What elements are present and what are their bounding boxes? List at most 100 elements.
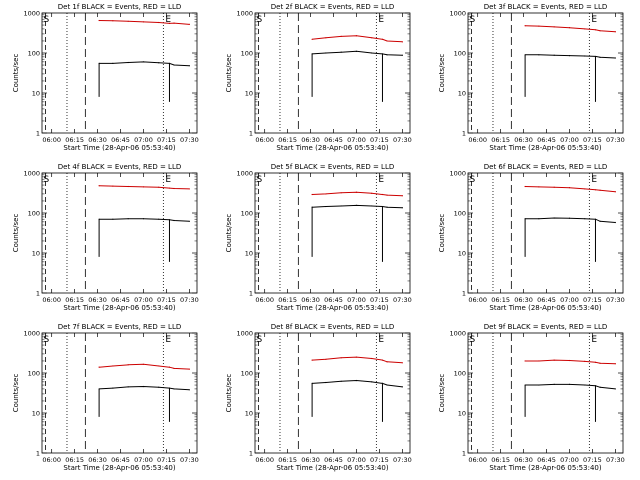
series-point-lld xyxy=(371,37,373,39)
series-point-lld xyxy=(168,22,171,24)
y-tick-label: 1 xyxy=(462,450,466,458)
marker-s-label: S xyxy=(44,15,50,25)
x-tick-label: 07:15 xyxy=(370,136,389,144)
x-tick-label: 06:15 xyxy=(278,296,297,304)
series-point-events xyxy=(386,54,388,56)
series-point-lld xyxy=(158,186,160,188)
x-axis-label: Start Time (28-Apr-06 05:53:40) xyxy=(63,304,175,312)
series-point-events xyxy=(325,52,327,54)
panel-title: Det 2f BLACK = Events, RED = LLD xyxy=(271,3,394,11)
series-point-lld xyxy=(173,367,175,370)
marker-e-label: E xyxy=(378,335,384,345)
series-line-lld xyxy=(99,363,190,370)
x-axis-label: Start Time (28-Apr-06 05:53:40) xyxy=(489,144,601,152)
y-tick-label: 10 xyxy=(32,90,40,98)
series-line-lld xyxy=(525,186,616,193)
series-line-lld xyxy=(312,191,403,197)
x-axis-label: Start Time (28-Apr-06 05:53:40) xyxy=(489,464,601,472)
x-tick-label: 06:15 xyxy=(65,136,84,144)
series-point-events xyxy=(325,381,327,384)
series-point-lld xyxy=(168,187,171,189)
plot-frame xyxy=(254,172,411,294)
series-point-lld xyxy=(188,23,190,25)
x-tick-label: 06:00 xyxy=(42,456,61,464)
series-point-events xyxy=(188,220,190,222)
x-tick-label: 07:15 xyxy=(583,456,602,464)
y-tick-label: 10 xyxy=(32,250,40,258)
marker-e-label: E xyxy=(165,175,171,185)
series-point-lld xyxy=(538,360,540,362)
series-point-events xyxy=(599,56,601,58)
series-point-events xyxy=(173,64,175,66)
x-tick-label: 06:30 xyxy=(88,296,107,304)
series-point-lld xyxy=(553,26,555,28)
y-tick-label: 100 xyxy=(28,210,40,218)
series-point-events xyxy=(599,220,601,222)
x-tick-label: 07:15 xyxy=(583,296,602,304)
panel-title: Det 3f BLACK = Events, RED = LLD xyxy=(484,3,607,11)
x-tick-label: 07:00 xyxy=(560,456,579,464)
series-point-lld xyxy=(381,359,384,361)
x-tick-label: 06:45 xyxy=(537,456,556,464)
series-point-lld xyxy=(594,361,597,363)
x-tick-label: 06:30 xyxy=(514,296,533,304)
y-tick-label: 1000 xyxy=(23,330,40,338)
series-point-lld xyxy=(584,188,586,190)
x-tick-label: 06:30 xyxy=(514,136,533,144)
x-tick-label: 06:45 xyxy=(111,296,130,304)
series-point-lld xyxy=(112,365,114,367)
y-tick-label: 10 xyxy=(245,410,253,418)
x-tick-label: 06:00 xyxy=(42,136,61,144)
series-point-lld xyxy=(127,364,129,366)
x-tick-label: 06:00 xyxy=(255,456,274,464)
series-point-lld xyxy=(98,366,100,368)
x-tick-label: 06:15 xyxy=(491,136,510,144)
y-tick-label: 100 xyxy=(454,370,466,378)
series-point-lld xyxy=(594,29,597,31)
x-tick-label: 07:30 xyxy=(180,136,199,144)
x-tick-label: 07:30 xyxy=(393,456,412,464)
plot-frame xyxy=(467,12,624,134)
series-point-events xyxy=(401,386,403,388)
series-point-events xyxy=(568,55,571,57)
plot-frame xyxy=(41,332,198,454)
y-tick-label: 10 xyxy=(458,250,466,258)
series-point-lld xyxy=(188,188,190,190)
series-point-events xyxy=(340,51,342,53)
series-line-lld xyxy=(99,185,190,190)
series-point-events xyxy=(127,218,129,220)
series-point-lld xyxy=(311,193,313,196)
series-point-lld xyxy=(381,38,384,40)
x-tick-label: 07:15 xyxy=(583,136,602,144)
y-tick-label: 100 xyxy=(28,50,40,58)
series-line-events xyxy=(525,383,616,390)
plot-frame xyxy=(254,332,411,454)
series-line-events xyxy=(312,50,403,56)
series-point-lld xyxy=(401,362,403,364)
y-tick-label: 100 xyxy=(241,370,253,378)
series-point-lld xyxy=(568,359,571,362)
series-point-events xyxy=(371,205,373,207)
series-point-events xyxy=(142,218,145,220)
x-tick-label: 07:00 xyxy=(347,136,366,144)
plot-frame xyxy=(41,12,198,134)
series-point-lld xyxy=(386,194,388,196)
panel-title: Det 1f BLACK = Events, RED = LLD xyxy=(58,3,181,11)
series-point-events xyxy=(568,217,571,219)
y-tick-label: 10 xyxy=(245,250,253,258)
plot-frame xyxy=(41,172,198,294)
x-tick-label: 06:30 xyxy=(88,456,107,464)
y-tick-label: 1000 xyxy=(449,10,466,18)
series-point-lld xyxy=(524,25,526,27)
series-point-events xyxy=(553,217,555,219)
y-tick-label: 1000 xyxy=(449,170,466,178)
series-point-events xyxy=(568,383,571,385)
x-tick-label: 07:15 xyxy=(370,296,389,304)
y-axis-label: Counts/sec xyxy=(438,54,446,93)
x-tick-label: 06:00 xyxy=(468,296,487,304)
series-point-lld xyxy=(538,186,540,188)
series-point-lld xyxy=(311,359,313,361)
series-point-lld xyxy=(599,189,601,191)
series-point-lld xyxy=(599,362,601,364)
x-tick-label: 07:00 xyxy=(134,456,153,464)
